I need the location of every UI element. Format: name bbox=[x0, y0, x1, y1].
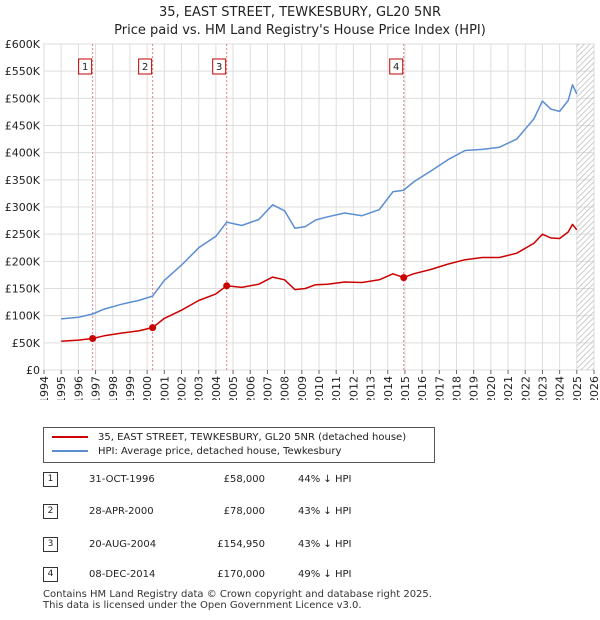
sale-label-number: 4 bbox=[393, 62, 399, 73]
x-tick-label: 2018 bbox=[451, 376, 464, 400]
table-row: 3 20-AUG-2004 £154,950 43% ↓ HPI bbox=[43, 537, 463, 553]
series-lines bbox=[61, 84, 578, 342]
sale-price: £154,950 bbox=[217, 539, 265, 550]
legend-label-hpi: HPI: Average price, detached house, Tewk… bbox=[98, 446, 342, 457]
x-tick-label: 2017 bbox=[433, 376, 446, 400]
sale-price: £78,000 bbox=[223, 506, 265, 517]
x-tick-label: 1996 bbox=[72, 376, 85, 400]
x-tick-label: 2003 bbox=[193, 376, 206, 400]
x-tick-label: 2016 bbox=[416, 376, 429, 400]
x-tick-label: 2005 bbox=[227, 376, 240, 400]
x-tick-label: 1998 bbox=[107, 376, 120, 400]
sale-label-number: 3 bbox=[216, 62, 222, 73]
sale-number-badge: 1 bbox=[43, 472, 58, 487]
y-tick-label: £200K bbox=[5, 255, 41, 268]
x-tick-label: 2011 bbox=[330, 376, 343, 400]
x-tick-label: 2013 bbox=[365, 376, 378, 400]
sale-markers: 1 2 3 4 bbox=[78, 58, 408, 342]
sale-point bbox=[223, 282, 231, 290]
sale-label-number: 2 bbox=[142, 62, 148, 73]
sale-label-box bbox=[212, 58, 227, 75]
future-hatch bbox=[576, 44, 594, 370]
y-tick-label: £550K bbox=[5, 65, 41, 78]
x-tick-label: 2015 bbox=[399, 376, 412, 400]
x-tick-label: 2025 bbox=[571, 376, 584, 400]
table-row: 1 31-OCT-1996 £58,000 44% ↓ HPI bbox=[43, 472, 463, 488]
sale-hpi-diff: 43% ↓ HPI bbox=[298, 506, 352, 517]
sale-date: 08-DEC-2014 bbox=[89, 569, 156, 580]
y-tick-label: £400K bbox=[5, 147, 41, 160]
legend-swatch-property bbox=[52, 436, 88, 438]
chart-subtitle: Price paid vs. HM Land Registry's House … bbox=[114, 23, 486, 38]
y-tick-label: £300K bbox=[5, 201, 41, 214]
x-tick-label: 1994 bbox=[38, 376, 51, 400]
legend-label-property: 35, EAST STREET, TEWKESBURY, GL20 5NR (d… bbox=[98, 432, 407, 443]
legend-item-property: 35, EAST STREET, TEWKESBURY, GL20 5NR (d… bbox=[52, 431, 406, 445]
legend-item-hpi: HPI: Average price, detached house, Tewk… bbox=[52, 445, 341, 459]
x-tick-label: 2002 bbox=[176, 376, 189, 400]
sale-point bbox=[400, 274, 408, 282]
x-tick-label: 2024 bbox=[554, 376, 567, 400]
chart-title: 35, EAST STREET, TEWKESBURY, GL20 5NR Pr… bbox=[0, 4, 600, 40]
footer: Contains HM Land Registry data © Crown c… bbox=[43, 589, 432, 611]
sale-label-box bbox=[138, 58, 153, 75]
y-tick-label: £50K bbox=[12, 337, 41, 350]
sale-hpi-diff: 43% ↓ HPI bbox=[298, 539, 352, 550]
x-tick-label: 2012 bbox=[347, 376, 360, 400]
sale-point bbox=[89, 334, 97, 342]
hpi-series-line bbox=[61, 84, 578, 320]
legend: 35, EAST STREET, TEWKESBURY, GL20 5NR (d… bbox=[43, 427, 435, 463]
sale-date: 20-AUG-2004 bbox=[89, 539, 157, 550]
footer-licence: This data is licensed under the Open Gov… bbox=[43, 600, 362, 611]
x-tick-label: 2020 bbox=[485, 376, 498, 400]
sale-label-box bbox=[78, 58, 93, 75]
sale-hpi-diff: 44% ↓ HPI bbox=[298, 474, 352, 485]
sale-label-box bbox=[389, 58, 404, 75]
x-tick-label: 2021 bbox=[502, 376, 515, 400]
sale-hpi-diff: 49% ↓ HPI bbox=[298, 569, 352, 580]
footer-copyright: Contains HM Land Registry data © Crown c… bbox=[43, 589, 432, 600]
sale-number-badge: 2 bbox=[43, 504, 58, 519]
x-tick-label: 2026 bbox=[588, 376, 600, 400]
table-row: 4 08-DEC-2014 £170,000 49% ↓ HPI bbox=[43, 567, 463, 583]
y-tick-label: £600K bbox=[5, 38, 41, 51]
sale-number-badge: 4 bbox=[43, 567, 58, 582]
sale-date: 31-OCT-1996 bbox=[89, 474, 155, 485]
table-row: 2 28-APR-2000 £78,000 43% ↓ HPI bbox=[43, 504, 463, 520]
sale-number-badge: 3 bbox=[43, 537, 58, 552]
x-tick-label: 2006 bbox=[244, 376, 257, 400]
property-series-line bbox=[61, 223, 578, 342]
x-tick-label: 2001 bbox=[158, 376, 171, 400]
x-tick-label: 2007 bbox=[261, 376, 274, 400]
sale-label-number: 1 bbox=[82, 62, 88, 73]
price-chart: 1 2 3 4 £0 £50K £100K £150K £200K £250K £300K £350… bbox=[5, 38, 600, 400]
y-tick-label: £350K bbox=[5, 174, 41, 187]
x-axis-tick-labels: 1994 1995 1996 1997 1998 1999 2000 2001 2002 2003… bbox=[38, 376, 600, 400]
y-tick-label: £150K bbox=[5, 283, 41, 296]
y-tick-label: £100K bbox=[5, 310, 41, 323]
y-tick-label: £250K bbox=[5, 228, 41, 241]
sale-point bbox=[149, 324, 157, 332]
sale-date: 28-APR-2000 bbox=[89, 506, 154, 517]
legend-swatch-hpi bbox=[52, 450, 88, 452]
y-tick-label: £500K bbox=[5, 92, 41, 105]
x-tick-label: 2023 bbox=[536, 376, 549, 400]
sale-price: £58,000 bbox=[223, 474, 265, 485]
x-tick-label: 2010 bbox=[313, 376, 326, 400]
chart-title-line: 35, EAST STREET, TEWKESBURY, GL20 5NR bbox=[159, 5, 441, 20]
x-tick-label: 2004 bbox=[210, 376, 223, 400]
x-tick-label: 1995 bbox=[55, 376, 68, 400]
x-tick-label: 1997 bbox=[90, 376, 103, 400]
y-axis-tick-labels: £0 £50K £100K £150K £200K £250K £300K £350K £400… bbox=[5, 38, 41, 377]
x-tick-label: 2000 bbox=[141, 376, 154, 400]
y-tick-label: £0 bbox=[26, 364, 40, 377]
x-tick-label: 1999 bbox=[124, 376, 137, 400]
x-tick-label: 2022 bbox=[519, 376, 532, 400]
y-tick-label: £450K bbox=[5, 120, 41, 133]
x-tick-label: 2009 bbox=[296, 376, 309, 400]
x-tick-label: 2008 bbox=[279, 376, 292, 400]
sale-price: £170,000 bbox=[217, 569, 265, 580]
x-tick-label: 2014 bbox=[382, 376, 395, 400]
x-tick-label: 2019 bbox=[468, 376, 481, 400]
